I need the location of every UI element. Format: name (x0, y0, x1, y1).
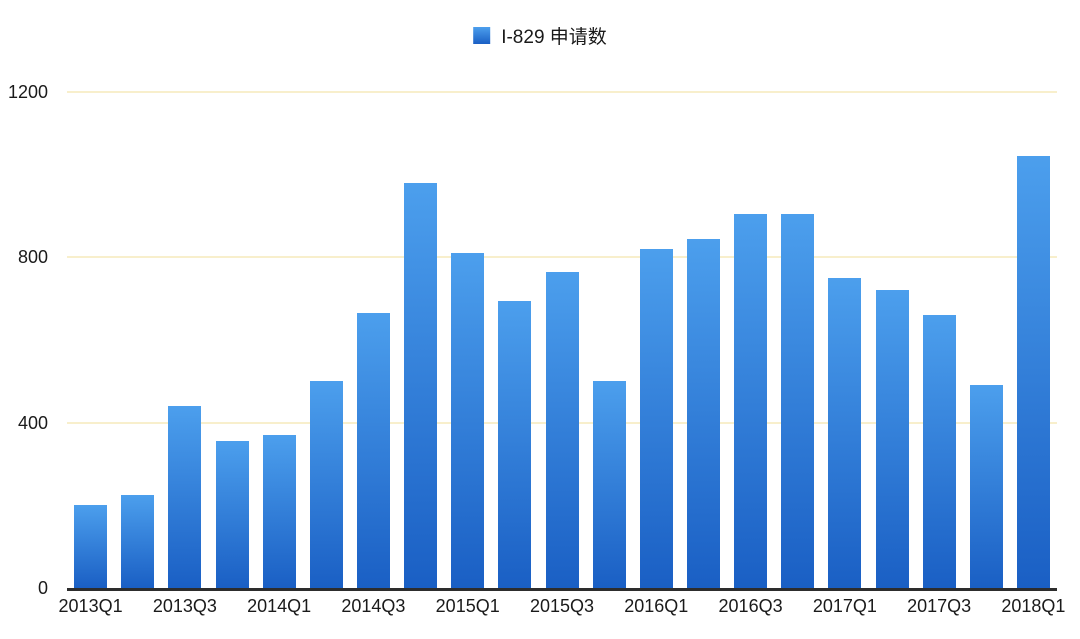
legend-label: I-829 申请数 (501, 27, 607, 48)
gridline-800 (67, 256, 1057, 259)
bar-2017Q3 (922, 315, 956, 588)
bar-2014Q1 (262, 435, 296, 588)
y-tick-label-800: 800 (17, 247, 48, 268)
x-tick-label-2016Q1: 2016Q1 (624, 596, 689, 616)
y-tick-label-400: 400 (17, 412, 48, 433)
bar-2013Q4 (215, 441, 249, 588)
y-tick-label-1200: 1200 (7, 82, 48, 102)
legend-swatch-icon (473, 27, 491, 44)
x-tick-label-2018Q1: 2018Q1 (1001, 596, 1066, 616)
bar-2016Q4 (781, 213, 815, 588)
bar-2014Q3 (356, 313, 390, 588)
bar-2013Q1 (74, 505, 108, 588)
gridline-1200 (67, 91, 1057, 93)
x-tick-label-2013Q3: 2013Q3 (152, 596, 217, 616)
bar-2015Q4 (592, 381, 626, 588)
x-tick-label-2017Q3: 2017Q3 (907, 596, 972, 616)
x-tick-label-2017Q1: 2017Q1 (812, 596, 877, 616)
x-tick-label-2014Q3: 2014Q3 (341, 596, 406, 616)
y-tick-label-0: 0 (37, 578, 48, 598)
bar-2016Q1 (639, 249, 673, 588)
bar-2017Q4 (969, 385, 1003, 588)
bar-2017Q2 (875, 290, 909, 588)
bar-2016Q3 (734, 213, 768, 588)
chart-legend: I-829 申请数 (473, 22, 607, 49)
bar-2015Q1 (451, 253, 485, 588)
bar-2014Q2 (309, 381, 343, 588)
x-tick-label-2013Q1: 2013Q1 (58, 596, 123, 616)
x-tick-label-2015Q3: 2015Q3 (529, 596, 595, 616)
bar-2015Q3 (545, 271, 579, 588)
x-tick-label-2015Q1: 2015Q1 (435, 596, 500, 616)
bar-2016Q2 (686, 238, 720, 588)
x-axis-line (67, 588, 1057, 591)
bar-2018Q1 (1016, 156, 1050, 588)
bar-2017Q1 (828, 278, 862, 588)
bar-2015Q2 (498, 300, 532, 588)
bar-2013Q3 (168, 406, 202, 588)
bar-2014Q4 (404, 182, 438, 588)
x-tick-label-2016Q3: 2016Q3 (718, 596, 783, 616)
bar-2013Q2 (121, 495, 155, 588)
x-tick-label-2014Q1: 2014Q1 (247, 596, 312, 616)
